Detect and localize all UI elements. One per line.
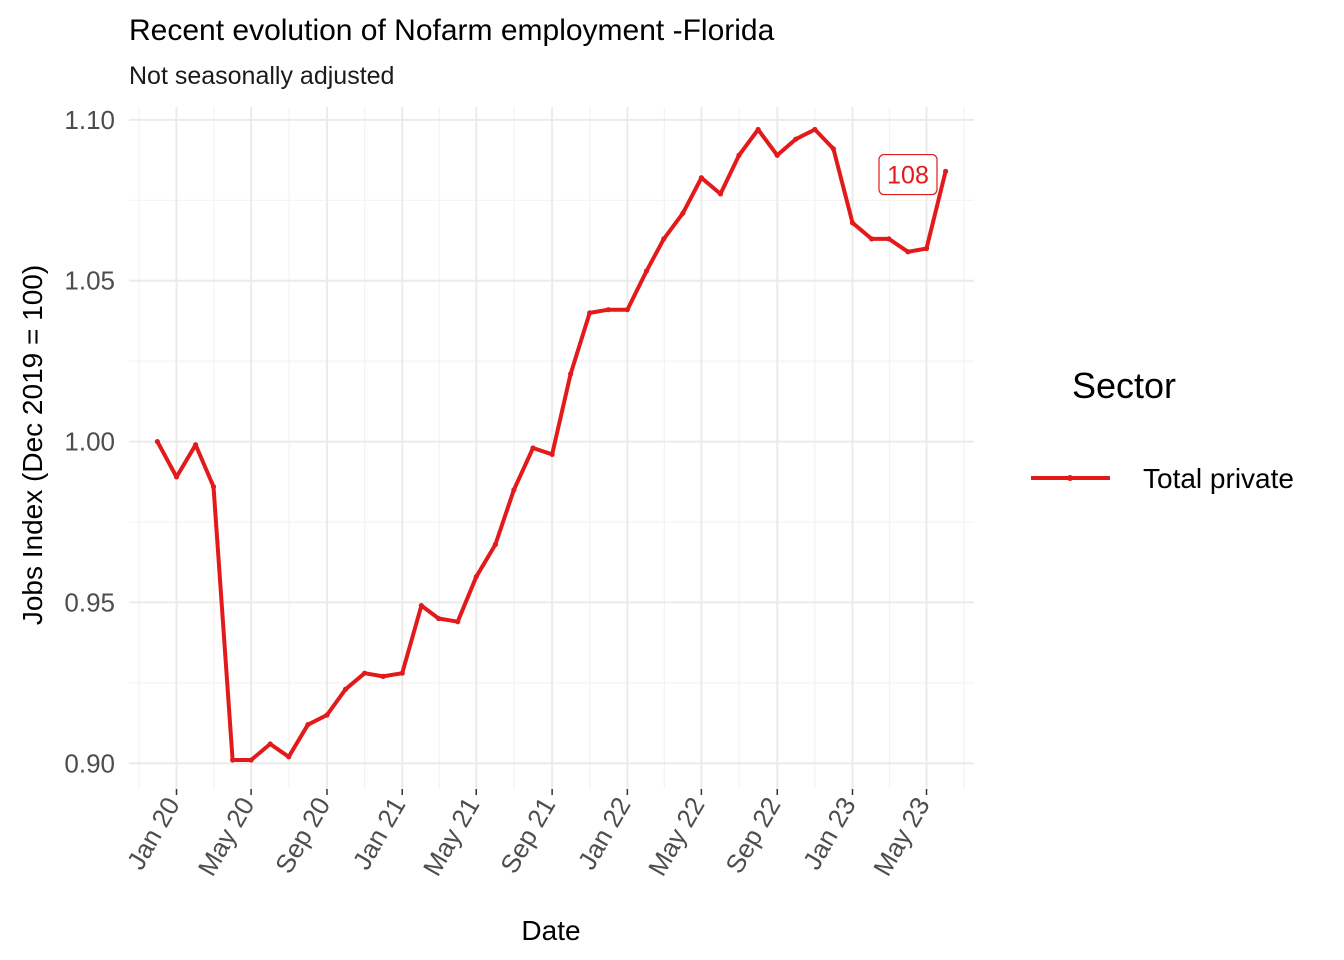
y-tick-label: 1.00: [64, 427, 115, 457]
data-point: [793, 136, 799, 142]
legend-title: Sector: [1072, 365, 1176, 406]
chart-subtitle: Not seasonally adjusted: [129, 62, 394, 90]
x-tick-label: Sep 22: [719, 792, 786, 878]
data-point: [717, 191, 724, 197]
x-tick-label: Jan 23: [797, 792, 862, 875]
data-point: [154, 438, 160, 445]
data-point: [849, 220, 856, 226]
data-point: [736, 152, 742, 158]
data-point: [436, 615, 442, 622]
data-point: [286, 754, 292, 760]
x-tick-label: May 22: [642, 792, 711, 881]
series-layer: [154, 126, 949, 763]
x-tick-label: Jan 20: [121, 792, 186, 875]
grid: [129, 107, 974, 789]
y-axis-title: Jobs Index (Dec 2019 = 100): [17, 265, 48, 625]
data-point: [923, 245, 930, 252]
x-tick-label: Sep 20: [269, 792, 336, 878]
data-point: [905, 249, 911, 255]
data-point: [193, 442, 199, 448]
data-point: [943, 168, 949, 174]
data-point: [530, 445, 536, 451]
data-point: [248, 757, 254, 763]
annotation-layer: 108: [878, 153, 938, 196]
data-point: [774, 152, 780, 158]
data-point: [173, 474, 180, 480]
data-point: [886, 236, 892, 242]
data-point: [869, 236, 875, 242]
data-point: [210, 484, 217, 490]
data-point: [568, 371, 574, 377]
x-axis-title: Date: [521, 915, 580, 946]
data-point: [812, 126, 818, 133]
x-tick-label: May 21: [417, 792, 486, 881]
x-tick-label: Jan 22: [572, 792, 637, 875]
data-point: [492, 541, 498, 548]
data-point: [305, 722, 311, 728]
y-axis-tick-labels: 0.90 0.95 1.00 1.05 1.10: [64, 105, 115, 778]
data-point: [643, 268, 650, 274]
x-tick-label: May 23: [867, 792, 936, 881]
data-point: [549, 451, 555, 458]
chart-title: Recent evolution of Nofarm employment -F…: [129, 14, 775, 47]
x-tick-label: May 20: [192, 792, 261, 881]
data-point: [473, 574, 479, 580]
data-point: [755, 126, 761, 133]
data-point: [830, 146, 836, 152]
data-point: [587, 310, 593, 316]
x-axis-tick-labels: Jan 20 May 20 Sep 20 Jan 21 May 21 Sep 21 Jan …: [121, 789, 936, 881]
data-point: [680, 210, 686, 216]
legend-key-point: [1067, 475, 1073, 481]
data-point: [605, 307, 611, 313]
data-point: [380, 673, 386, 680]
data-point: [455, 619, 461, 625]
x-tick-label: Sep 21: [494, 792, 561, 878]
data-point: [698, 175, 704, 181]
annotation-label: 108: [887, 162, 929, 190]
data-point: [418, 603, 424, 609]
y-tick-label: 0.90: [64, 748, 115, 778]
x-tick-label: Jan 21: [346, 792, 411, 875]
data-point: [267, 741, 273, 747]
data-point: [511, 487, 517, 493]
data-point: [230, 757, 236, 763]
data-point: [661, 236, 667, 242]
y-tick-label: 0.95: [64, 587, 115, 617]
legend-label-total-private: Total private: [1143, 463, 1294, 494]
data-point: [624, 307, 630, 313]
annotation-box: [878, 153, 938, 196]
y-tick-label: 1.10: [64, 105, 115, 135]
y-tick-label: 1.05: [64, 266, 115, 296]
data-point: [399, 670, 405, 676]
data-point: [342, 686, 349, 692]
data-point: [362, 670, 368, 676]
data-point: [324, 712, 330, 718]
legend: Sector Total private: [1031, 365, 1294, 494]
